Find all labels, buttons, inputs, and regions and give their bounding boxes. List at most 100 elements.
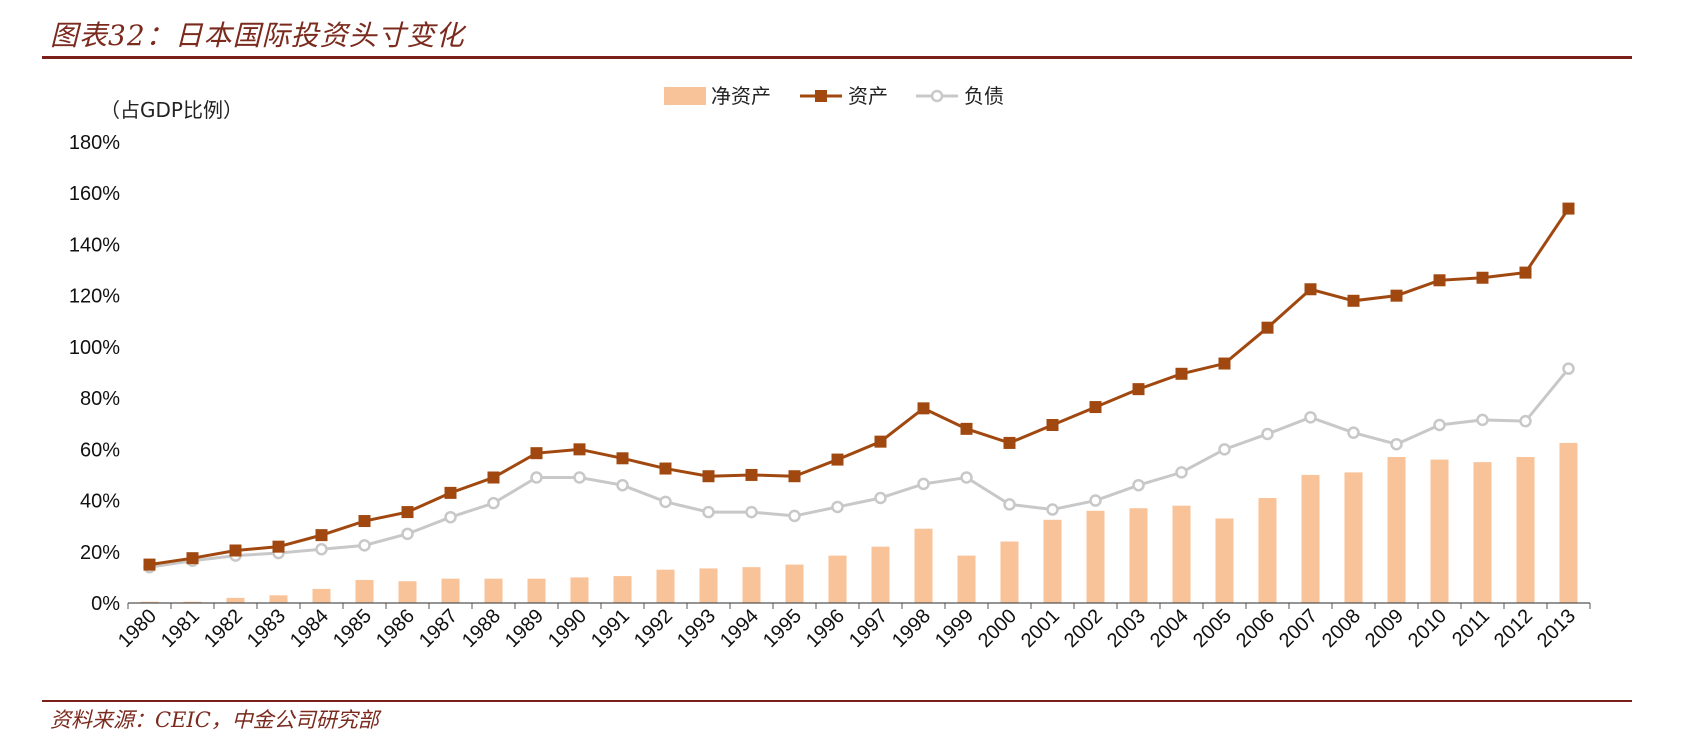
point-liabilities xyxy=(487,496,500,510)
bar-net-assets xyxy=(742,567,761,603)
point-liabilities xyxy=(917,477,930,491)
point-liabilities xyxy=(659,495,672,509)
point-liabilities xyxy=(702,505,715,519)
bar-net-assets xyxy=(183,601,202,603)
point-liabilities xyxy=(1261,427,1274,441)
point-liabilities xyxy=(960,471,973,484)
point-liabilities xyxy=(444,510,457,524)
x-tick-label: 1998 xyxy=(888,605,935,652)
point-liabilities xyxy=(358,539,371,552)
bar-net-assets xyxy=(1215,518,1234,603)
bar-net-assets xyxy=(1559,442,1578,603)
point-assets xyxy=(315,529,328,542)
legend-marker-liabilities xyxy=(930,89,944,103)
point-liabilities xyxy=(831,500,844,514)
point-liabilities xyxy=(1003,498,1016,511)
point-assets xyxy=(1046,419,1059,432)
x-tick-label: 1985 xyxy=(329,605,376,652)
x-tick-label: 1986 xyxy=(372,605,419,652)
bar-net-assets xyxy=(570,577,589,603)
point-assets xyxy=(659,462,672,475)
point-liabilities xyxy=(1390,437,1403,451)
point-assets xyxy=(917,402,930,415)
bar-net-assets xyxy=(484,578,503,603)
point-assets xyxy=(1519,266,1532,279)
point-liabilities xyxy=(1519,414,1532,428)
legend-label-assets: 资产 xyxy=(848,84,888,108)
point-assets xyxy=(143,558,156,571)
point-assets xyxy=(1132,383,1145,396)
x-tick-label: 2008 xyxy=(1318,605,1365,652)
x-tick-label: 1984 xyxy=(286,605,333,652)
point-assets xyxy=(831,453,844,466)
x-tick-label: 1991 xyxy=(587,605,634,652)
point-assets xyxy=(229,544,242,557)
x-tick-label: 2002 xyxy=(1060,605,1107,652)
point-liabilities xyxy=(1132,478,1145,492)
bars-group xyxy=(140,442,1578,603)
top-rule xyxy=(42,56,1632,59)
x-tick-label: 1989 xyxy=(501,605,548,652)
bar-net-assets xyxy=(355,579,374,603)
point-assets xyxy=(444,486,457,499)
y-tick-label: 80% xyxy=(80,388,120,410)
legend-swatch-net-assets xyxy=(664,87,706,105)
bar-net-assets xyxy=(1000,541,1019,603)
bar-net-assets xyxy=(1086,510,1105,603)
y-tick-label: 0% xyxy=(91,593,120,615)
bar-net-assets xyxy=(785,564,804,603)
bar-net-assets xyxy=(1387,457,1406,603)
point-assets xyxy=(1003,436,1016,449)
point-assets xyxy=(530,447,543,460)
point-assets xyxy=(1433,274,1446,287)
x-tick-label: 1993 xyxy=(673,605,720,652)
point-assets xyxy=(487,471,500,484)
bar-net-assets xyxy=(441,578,460,603)
line-square xyxy=(149,207,1570,567)
point-assets xyxy=(401,506,414,519)
x-tick-label: 2011 xyxy=(1448,605,1494,651)
point-liabilities xyxy=(530,471,543,484)
x-tick-label: 1990 xyxy=(544,605,591,652)
point-assets xyxy=(1562,202,1575,215)
bar-net-assets xyxy=(1473,462,1492,603)
x-tick-label: 1983 xyxy=(243,605,290,652)
x-tick-label: 1982 xyxy=(200,605,247,652)
bar-net-assets xyxy=(828,555,847,603)
figure-title: 图表32：日本国际投资头寸变化 xyxy=(50,19,465,52)
x-tick-label: 2005 xyxy=(1189,605,1236,652)
point-liabilities xyxy=(1175,466,1188,479)
x-tick-label: 2012 xyxy=(1490,605,1537,652)
point-assets xyxy=(1261,321,1274,334)
point-assets xyxy=(1304,283,1317,296)
point-assets xyxy=(745,468,758,481)
y-tick-label: 40% xyxy=(80,491,120,513)
bar-net-assets xyxy=(1430,459,1449,603)
point-liabilities xyxy=(1347,426,1360,439)
legend-marker-assets xyxy=(815,90,827,102)
x-tick-label: 1992 xyxy=(630,605,677,652)
point-liabilities xyxy=(315,542,328,556)
point-assets xyxy=(616,452,629,465)
point-assets xyxy=(1218,357,1231,370)
bar-net-assets xyxy=(140,601,159,603)
legend-label-liabilities: 负债 xyxy=(964,84,1004,108)
point-assets xyxy=(272,540,285,553)
y-tick-label: 140% xyxy=(69,234,120,256)
x-tick-label: 1980 xyxy=(114,605,161,652)
bar-net-assets xyxy=(1172,505,1191,603)
legend: 净资产 资产 负债 xyxy=(664,84,1004,108)
x-tick-label: 2010 xyxy=(1404,605,1451,652)
x-tick-label: 1981 xyxy=(157,605,204,652)
point-liabilities xyxy=(1562,362,1575,375)
point-liabilities xyxy=(788,509,801,523)
bar-net-assets xyxy=(527,578,546,603)
bar-net-assets xyxy=(1344,472,1363,603)
bar-net-assets xyxy=(226,597,245,603)
point-assets xyxy=(788,470,801,483)
bar-net-assets xyxy=(398,581,417,603)
point-liabilities xyxy=(1046,503,1059,516)
point-liabilities xyxy=(1218,443,1231,456)
legend-label-net-assets: 净资产 xyxy=(711,84,771,108)
